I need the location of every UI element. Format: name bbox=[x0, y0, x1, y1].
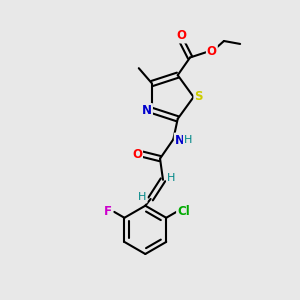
Text: O: O bbox=[132, 148, 142, 161]
Text: Cl: Cl bbox=[177, 205, 190, 218]
Text: O: O bbox=[207, 45, 217, 58]
Text: N: N bbox=[142, 104, 152, 117]
Text: H: H bbox=[138, 193, 147, 202]
Text: N: N bbox=[175, 134, 185, 146]
Text: O: O bbox=[177, 29, 187, 43]
Text: H: H bbox=[167, 173, 176, 183]
Text: S: S bbox=[194, 91, 203, 103]
Text: F: F bbox=[104, 206, 112, 218]
Text: H: H bbox=[184, 135, 192, 145]
